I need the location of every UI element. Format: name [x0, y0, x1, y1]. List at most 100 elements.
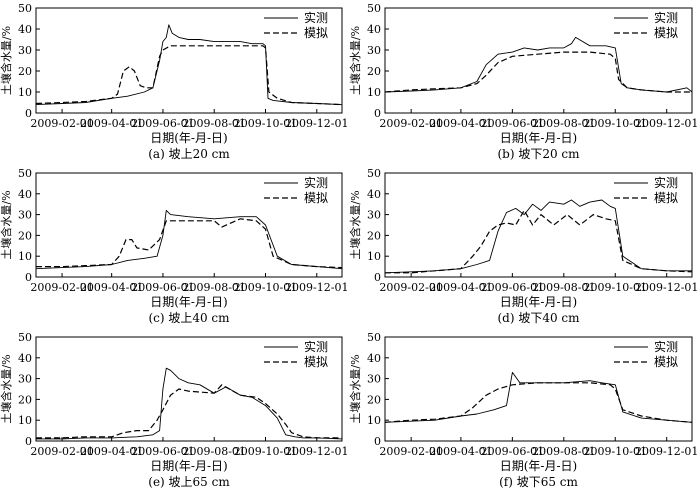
y-tick-label: 10	[367, 414, 381, 427]
y-tick-label: 50	[367, 331, 381, 344]
panel-caption: (d) 坡下40 cm	[497, 311, 580, 325]
y-axis-label: 土壤含水量/%	[0, 190, 13, 259]
x-tick-label: 2009-02-01	[30, 445, 93, 458]
x-tick-label: 2009-02-01	[379, 117, 442, 130]
x-tick-label: 2009-12-01	[635, 117, 698, 130]
y-tick-label: 10	[367, 250, 381, 263]
x-tick-label: 2009-06-01	[481, 281, 544, 294]
y-tick-label: 40	[367, 352, 381, 365]
legend-label: 模拟	[654, 26, 678, 40]
series-line-simulated	[36, 218, 343, 269]
x-axis-label: 日期(年-月-日)	[500, 295, 577, 309]
y-tick-label: 10	[18, 414, 32, 427]
legend-label: 实测	[304, 10, 328, 25]
series-line-measured	[35, 24, 343, 106]
y-tick-label: 50	[18, 167, 32, 180]
y-tick-label: 40	[18, 352, 32, 365]
panel-caption: (f) 坡下65 cm	[499, 475, 578, 489]
y-tick-label: 50	[367, 2, 381, 15]
y-tick-label: 20	[18, 229, 32, 242]
series-line-simulated	[385, 209, 693, 274]
legend-label: 实测	[654, 175, 678, 190]
y-tick-label: 40	[18, 188, 32, 201]
x-tick-label: 2009-06-01	[481, 117, 544, 130]
y-axis-label: 土壤含水量/%	[348, 26, 362, 95]
x-tick-label: 2009-04-01	[80, 281, 143, 294]
x-tick-label: 2009-08-01	[532, 117, 595, 130]
x-tick-label: 2009-02-01	[379, 445, 442, 458]
y-tick-label: 0	[25, 271, 32, 284]
x-tick-label: 2009-08-01	[183, 445, 246, 458]
y-tick-label: 50	[18, 2, 32, 15]
x-tick-label: 2009-04-01	[80, 117, 143, 130]
series-line-measured	[35, 209, 343, 270]
y-tick-label: 30	[367, 373, 381, 386]
y-tick-label: 0	[374, 107, 381, 120]
y-tick-label: 40	[367, 23, 381, 36]
x-tick-label: 2009-04-01	[429, 117, 492, 130]
y-tick-label: 20	[367, 65, 381, 78]
series-line-measured	[36, 367, 343, 440]
x-tick-label: 2009-12-01	[635, 281, 698, 294]
y-axis-label: 土壤含水量/%	[348, 354, 362, 423]
y-axis-label: 土壤含水量/%	[0, 354, 13, 423]
panel-caption: (c) 坡上40 cm	[148, 311, 230, 325]
y-tick-label: 40	[367, 188, 381, 201]
x-tick-label: 2009-04-01	[80, 445, 143, 458]
y-axis-label: 土壤含水量/%	[348, 190, 362, 259]
series-line-measured	[384, 371, 693, 423]
y-tick-label: 40	[18, 23, 32, 36]
y-tick-label: 20	[18, 65, 32, 78]
plot-frame	[35, 7, 343, 114]
legend-label: 实测	[304, 175, 328, 190]
x-tick-label: 2009-06-01	[131, 281, 194, 294]
legend-label: 模拟	[654, 355, 678, 369]
panel-caption: (e) 坡上65 cm	[148, 475, 230, 489]
chart-panel-4: 0 10 20 30 40 50 2009-02-012009-04-012009-06-0…	[348, 167, 698, 325]
y-tick-label: 50	[367, 167, 381, 180]
x-axis-label: 日期(年-月-日)	[150, 295, 227, 309]
legend-label: 实测	[304, 339, 328, 354]
legend-label: 模拟	[654, 191, 678, 205]
plot-frame	[384, 336, 693, 442]
plot-frame	[35, 172, 343, 278]
y-tick-label: 30	[367, 44, 381, 57]
series-line-measured	[384, 36, 693, 93]
x-tick-label: 2009-02-01	[379, 281, 442, 294]
x-tick-label: 2009-08-01	[183, 117, 246, 130]
x-tick-label: 2009-12-01	[285, 281, 348, 294]
x-tick-label: 2009-02-01	[30, 117, 93, 130]
y-tick-label: 0	[374, 271, 381, 284]
y-tick-label: 30	[18, 373, 32, 386]
y-axis-label: 土壤含水量/%	[0, 26, 13, 95]
plot-frame	[384, 7, 693, 114]
chart-panel-1: 0 10 20 30 40 50 2009-02-012009-04-012009-06-0…	[0, 2, 348, 161]
x-tick-label: 2009-12-01	[285, 117, 348, 130]
chart-panel-6: 0 10 20 30 40 50 2009-02-012009-04-012009-06-0…	[348, 331, 698, 489]
x-tick-label: 2009-12-01	[635, 445, 698, 458]
x-tick-label: 2009-08-01	[532, 445, 595, 458]
legend-label: 实测	[654, 339, 678, 354]
legend-label: 实测	[654, 10, 678, 25]
legend-label: 模拟	[304, 355, 328, 369]
plot-frame	[384, 172, 693, 278]
legend-label: 模拟	[304, 26, 328, 40]
y-tick-label: 10	[18, 250, 32, 263]
series-line-simulated	[36, 384, 342, 439]
y-tick-label: 20	[18, 393, 32, 406]
y-tick-label: 0	[25, 435, 32, 448]
x-axis-label: 日期(年-月-日)	[150, 459, 227, 473]
series-line-simulated	[35, 45, 343, 106]
x-tick-label: 2009-10-01	[584, 445, 647, 458]
x-tick-label: 2009-06-01	[481, 445, 544, 458]
x-axis-label: 日期(年-月-日)	[500, 131, 577, 145]
legend-label: 模拟	[304, 191, 328, 205]
x-tick-label: 2009-04-01	[429, 281, 492, 294]
y-tick-label: 30	[18, 44, 32, 57]
